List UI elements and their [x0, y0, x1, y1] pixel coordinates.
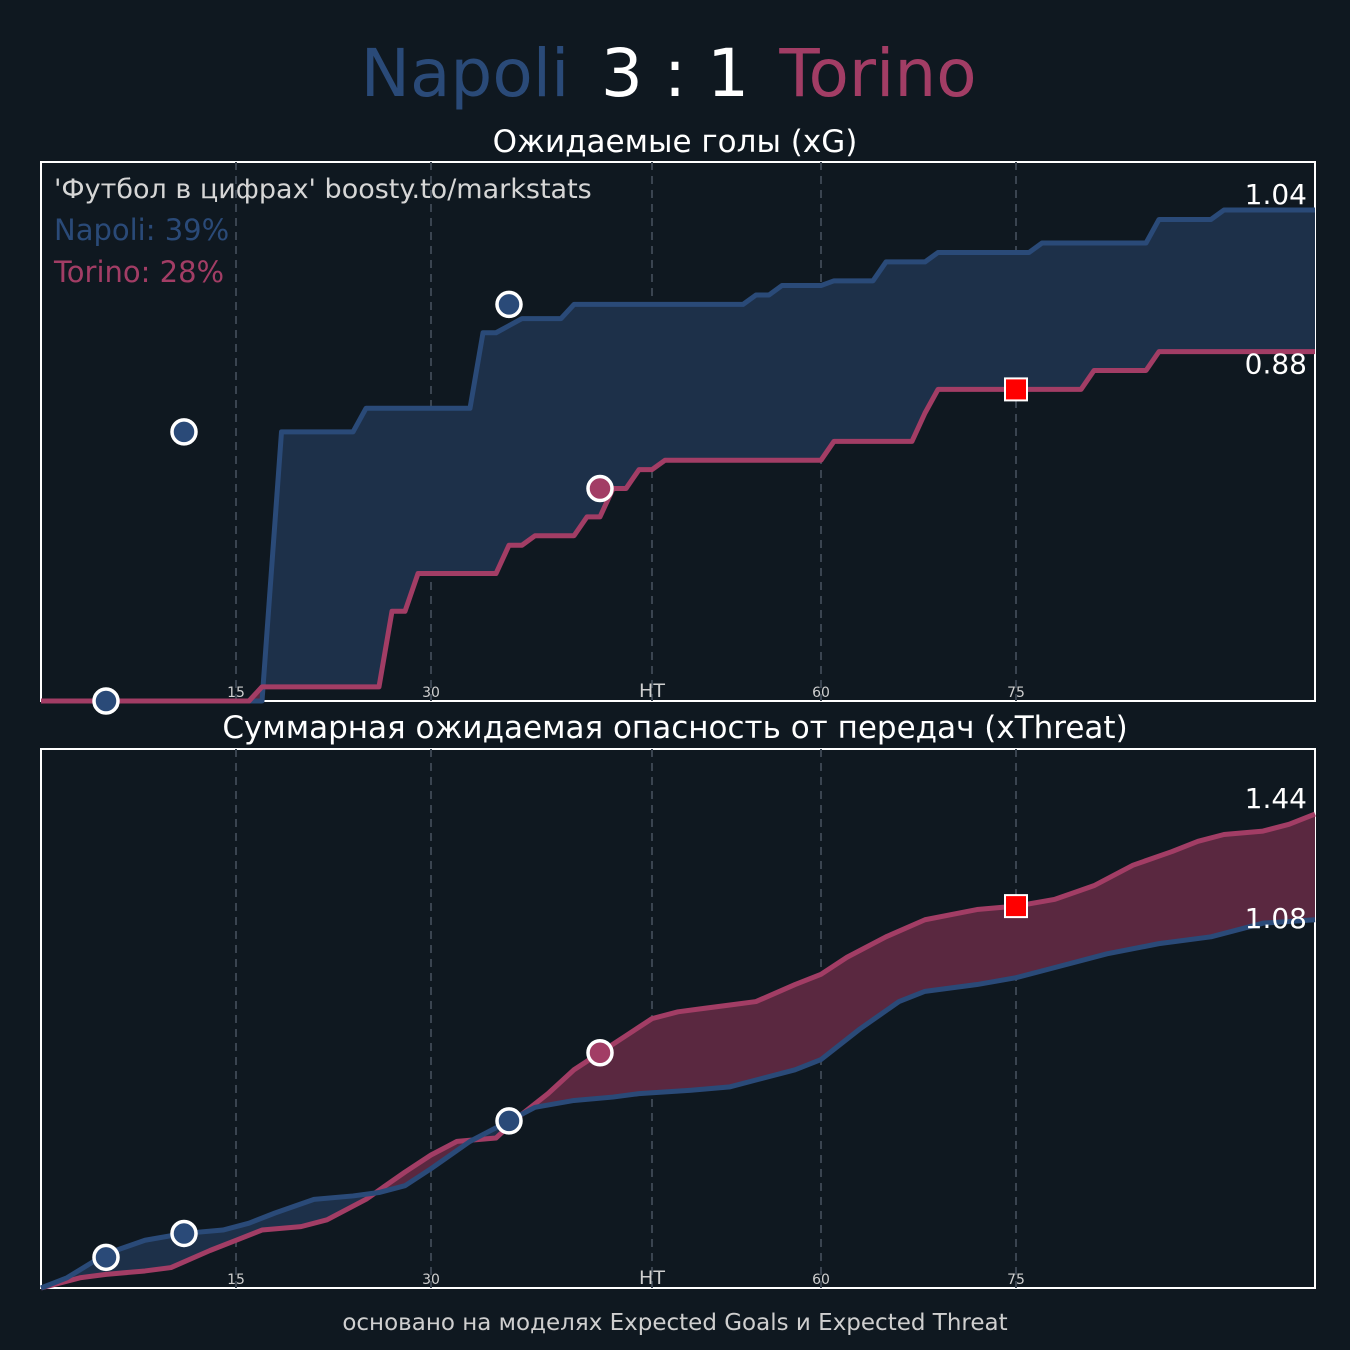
x-tick-label: 60: [812, 685, 830, 701]
home-advantage-area: [41, 1192, 376, 1288]
away-series-line: [40, 811, 1316, 1291]
home-goal-marker: [92, 1243, 120, 1272]
home-goal-marker: [495, 290, 523, 319]
home-goal-marker: [170, 1219, 198, 1248]
home-final-value-label: 1.04: [1245, 178, 1307, 211]
home-goal-marker: [170, 418, 198, 446]
watermark-text: 'Футбол в цифрах' boosty.to/markstats: [54, 174, 592, 205]
match-title: Napoli: [361, 35, 570, 112]
xthreat-chart-title: Суммарная ожидаемая опасность от передач…: [222, 710, 1127, 746]
away-team-name: Torino: [778, 35, 976, 112]
away-advantage-area: [525, 814, 1315, 1113]
x-tick-label: HT: [639, 680, 665, 702]
away-series-line: [41, 349, 1315, 704]
home-advantage-area: [265, 210, 1315, 687]
away-final-value-label: 1.44: [1245, 782, 1307, 815]
plot-frame: [40, 161, 1316, 702]
away-goal-marker: [586, 1038, 614, 1067]
home-final-value-label: 1.08: [1245, 902, 1307, 935]
xg-chart-title: Ожидаемые голы (xG): [493, 124, 858, 160]
away-goal-marker: [586, 474, 614, 503]
home-series-line: [41, 207, 1315, 704]
footer-note: основано на моделях Expected Goals и Exp…: [342, 1310, 1007, 1336]
plot-frame: [40, 748, 1316, 1289]
x-tick-label: 30: [422, 685, 440, 701]
away-final-value-label: 0.88: [1245, 348, 1307, 381]
home-series-line: [40, 917, 1316, 1291]
x-tick-label: 15: [227, 685, 245, 701]
home-goal-marker: [92, 687, 120, 715]
home-goal-marker: [495, 1107, 523, 1135]
x-tick-label: 60: [812, 1272, 830, 1288]
x-tick-label: 30: [422, 1272, 440, 1288]
xg-chart: 15 30 HT 60 75 1.04 0.88: [40, 161, 1316, 715]
x-tick-label: HT: [639, 1267, 665, 1289]
red-card-marker: [1004, 377, 1028, 402]
x-tick-label: 15: [227, 1272, 245, 1288]
legend-napoli-share: Napoli: 39%: [54, 213, 229, 247]
xthreat-chart: 15 30 HT 60 75 1.44 1.08: [40, 748, 1316, 1291]
match-score: 3 : 1: [601, 35, 749, 112]
away-advantage-area: [375, 1139, 474, 1193]
legend-torino-share: Torino: 28%: [53, 255, 224, 289]
x-tick-label: 75: [1007, 1272, 1025, 1288]
x-tick-label: 75: [1007, 685, 1025, 701]
home-team-name: Napoli: [361, 35, 570, 112]
red-card-marker: [1004, 894, 1028, 919]
